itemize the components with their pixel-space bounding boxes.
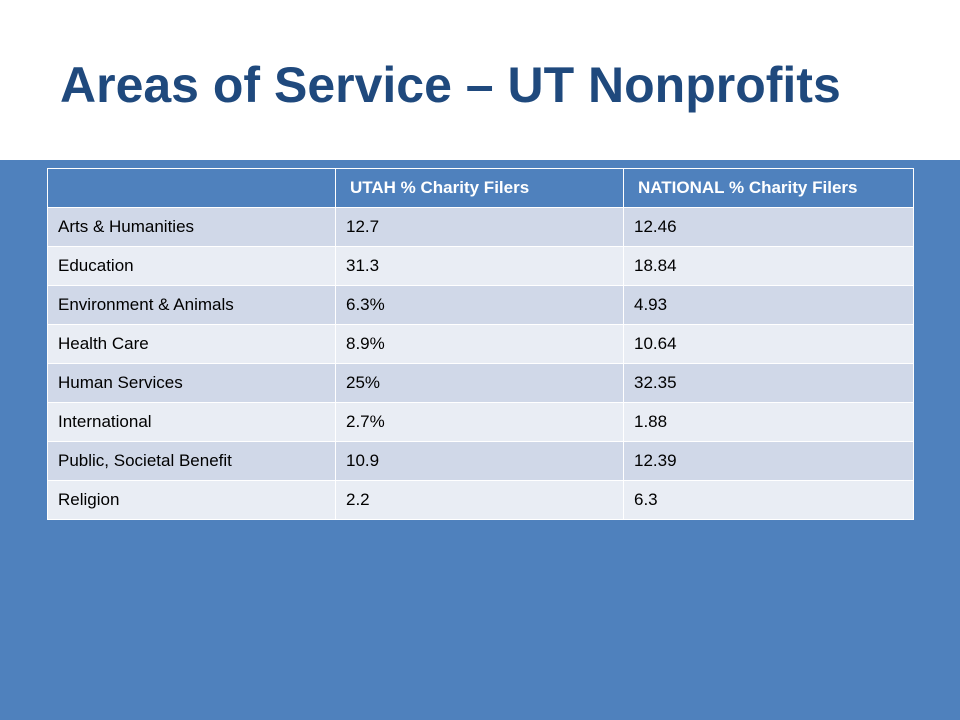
utah-value-cell: 6.3% bbox=[335, 285, 624, 325]
utah-value-cell: 2.7% bbox=[335, 402, 624, 442]
category-cell: Environment & Animals bbox=[47, 285, 336, 325]
table-row: Human Services 25% 32.35 bbox=[47, 363, 914, 403]
category-cell: Education bbox=[47, 246, 336, 286]
table-row: Arts & Humanities 12.7 12.46 bbox=[47, 207, 914, 247]
national-value-cell: 10.64 bbox=[623, 324, 914, 364]
national-value-cell: 12.39 bbox=[623, 441, 914, 481]
table-row: International 2.7% 1.88 bbox=[47, 402, 914, 442]
utah-value-cell: 10.9 bbox=[335, 441, 624, 481]
utah-value-cell: 25% bbox=[335, 363, 624, 403]
utah-value-cell: 8.9% bbox=[335, 324, 624, 364]
table-row: Environment & Animals 6.3% 4.93 bbox=[47, 285, 914, 325]
category-cell: Religion bbox=[47, 480, 336, 520]
table-row: Education 31.3 18.84 bbox=[47, 246, 914, 286]
header-cell-utah: UTAH % Charity Filers bbox=[335, 168, 624, 208]
category-cell: Arts & Humanities bbox=[47, 207, 336, 247]
national-value-cell: 6.3 bbox=[623, 480, 914, 520]
service-areas-table: UTAH % Charity Filers NATIONAL % Charity… bbox=[47, 168, 914, 520]
utah-value-cell: 2.2 bbox=[335, 480, 624, 520]
category-cell: International bbox=[47, 402, 336, 442]
category-cell: Health Care bbox=[47, 324, 336, 364]
utah-value-cell: 31.3 bbox=[335, 246, 624, 286]
national-value-cell: 1.88 bbox=[623, 402, 914, 442]
header-cell-category bbox=[47, 168, 336, 208]
header-cell-national: NATIONAL % Charity Filers bbox=[623, 168, 914, 208]
national-value-cell: 12.46 bbox=[623, 207, 914, 247]
category-cell: Public, Societal Benefit bbox=[47, 441, 336, 481]
table-row: Religion 2.2 6.3 bbox=[47, 480, 914, 520]
table-header-row: UTAH % Charity Filers NATIONAL % Charity… bbox=[47, 168, 914, 208]
national-value-cell: 32.35 bbox=[623, 363, 914, 403]
table-row: Public, Societal Benefit 10.9 12.39 bbox=[47, 441, 914, 481]
category-cell: Human Services bbox=[47, 363, 336, 403]
national-value-cell: 4.93 bbox=[623, 285, 914, 325]
national-value-cell: 18.84 bbox=[623, 246, 914, 286]
utah-value-cell: 12.7 bbox=[335, 207, 624, 247]
slide-title: Areas of Service – UT Nonprofits bbox=[60, 57, 841, 113]
table-row: Health Care 8.9% 10.64 bbox=[47, 324, 914, 364]
